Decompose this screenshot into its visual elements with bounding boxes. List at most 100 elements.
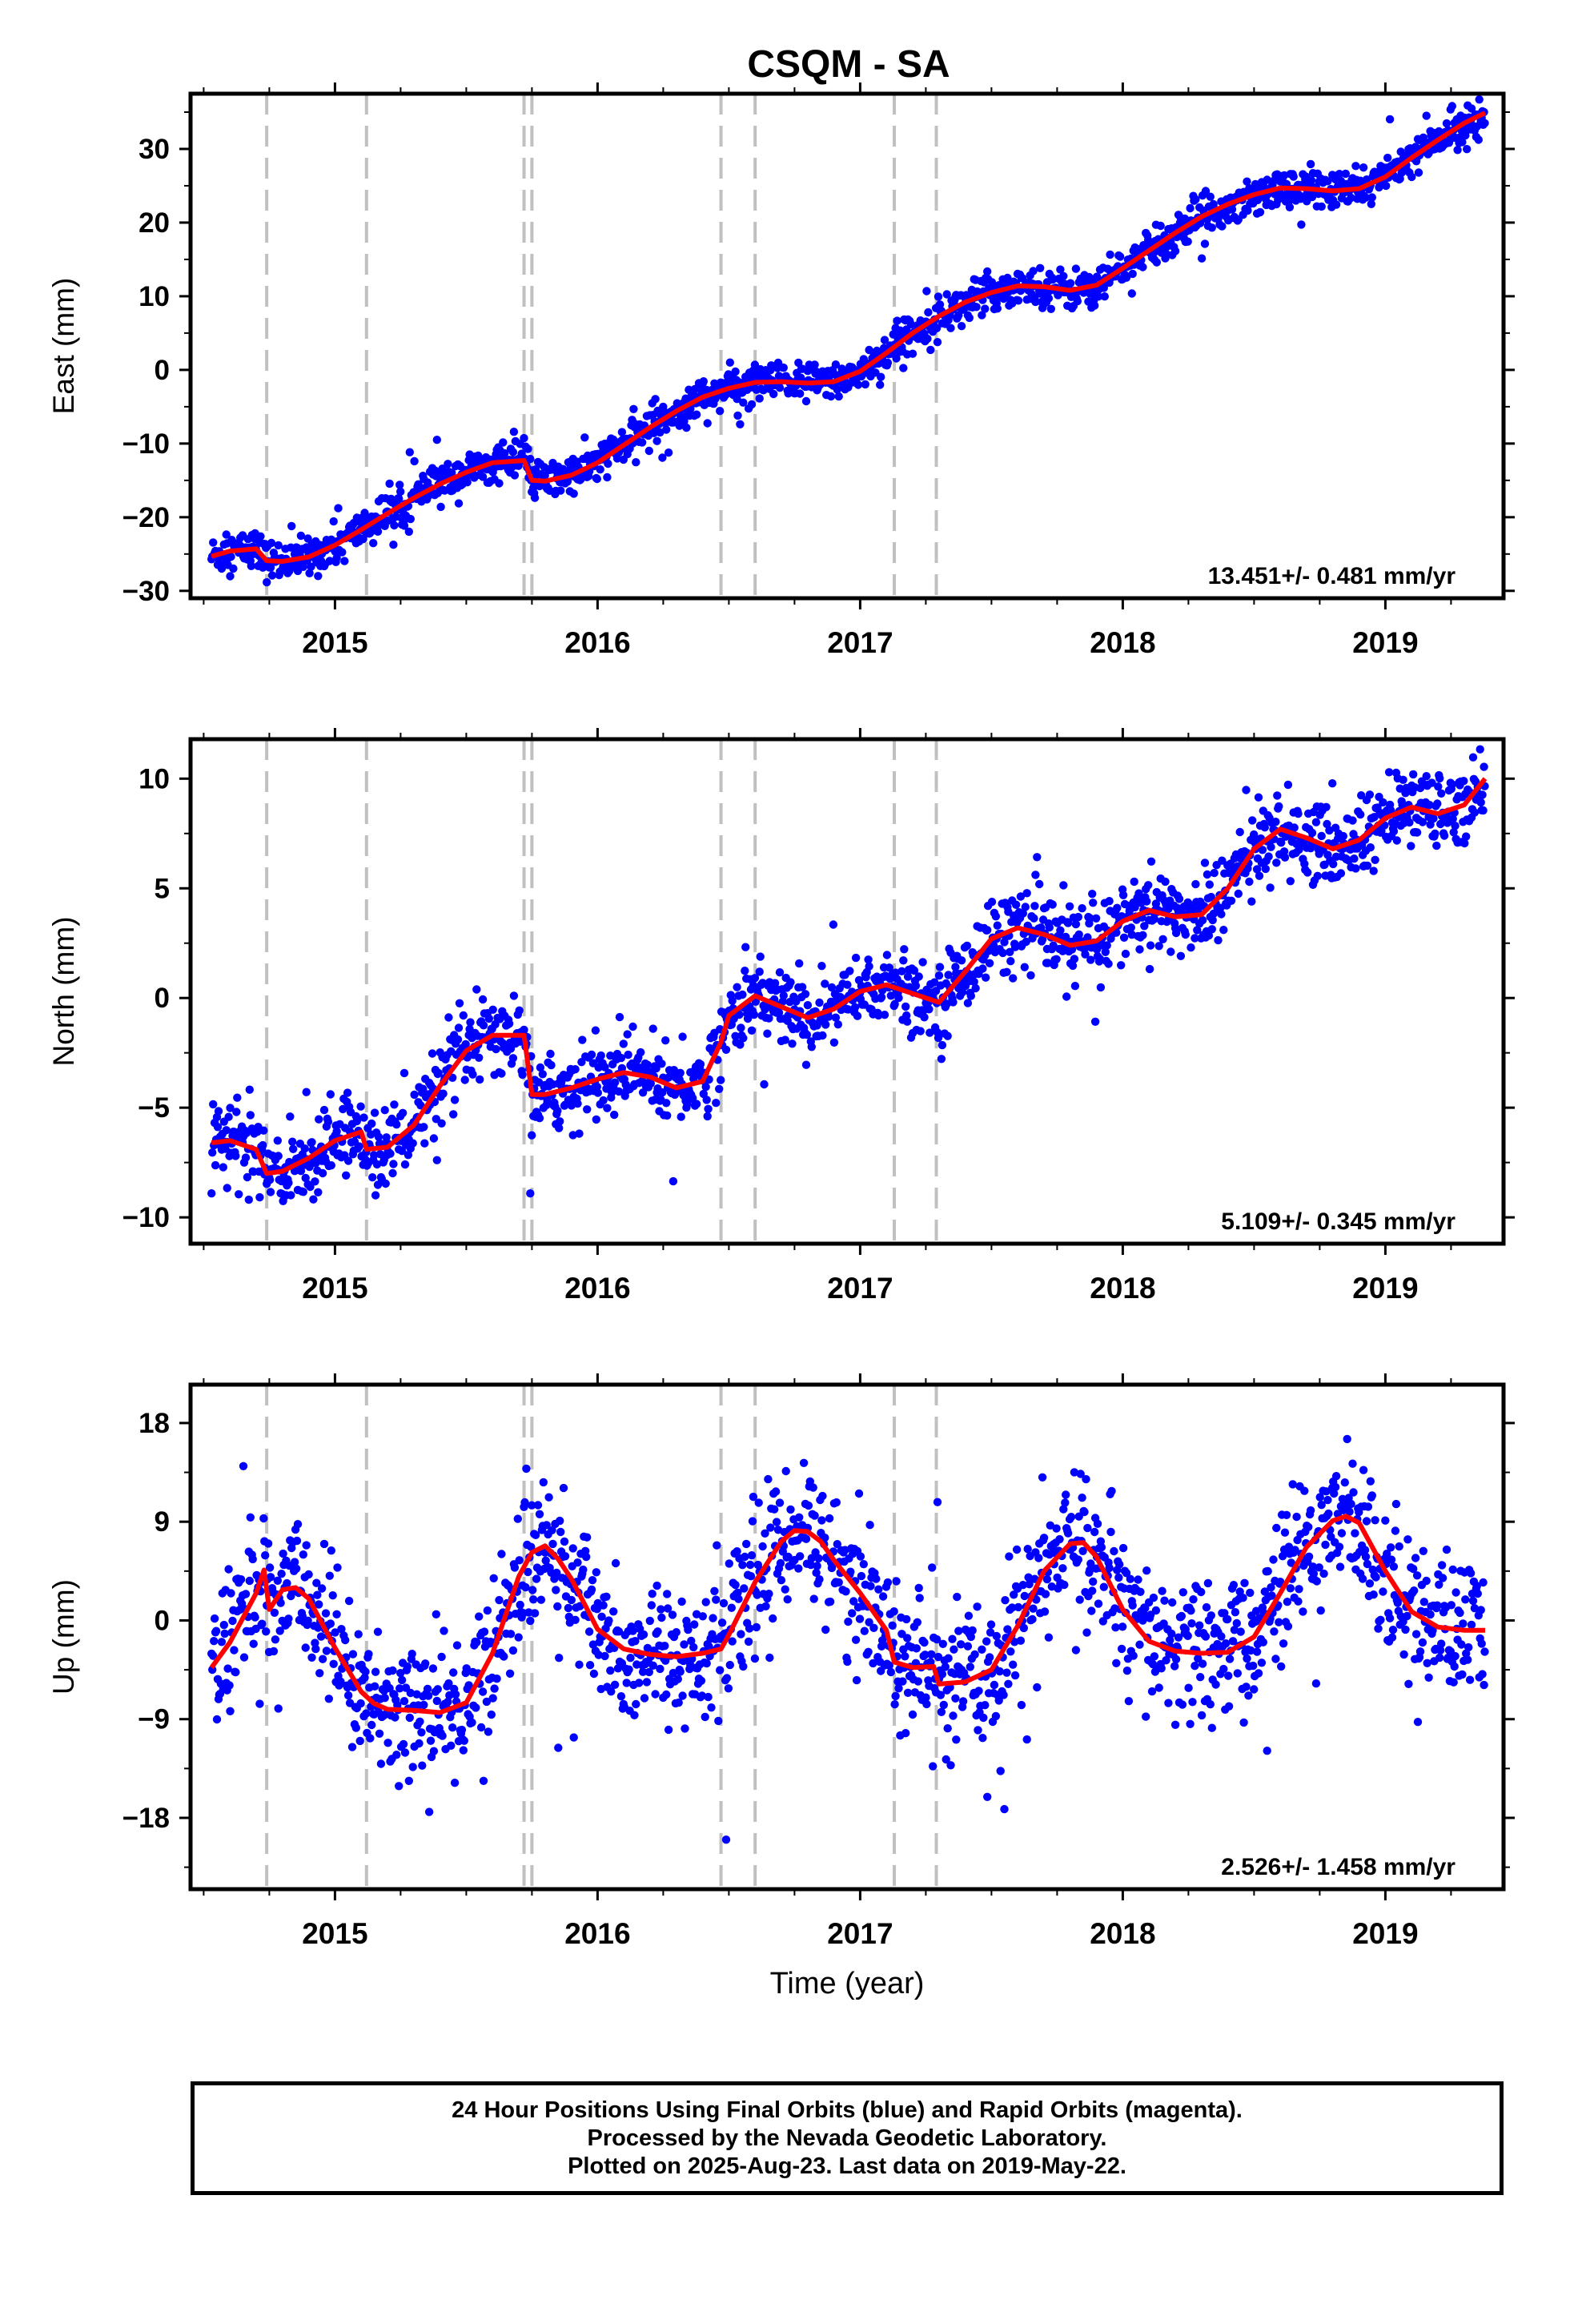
data-point — [1004, 1679, 1013, 1688]
data-point — [979, 1713, 988, 1723]
data-point — [263, 1539, 273, 1548]
data-point — [246, 1513, 255, 1522]
data-point — [764, 1474, 773, 1484]
y-tick-label: 10 — [139, 281, 170, 312]
data-point — [1142, 897, 1151, 906]
data-point — [382, 1133, 391, 1142]
data-point — [821, 1625, 830, 1634]
data-point — [662, 1690, 671, 1699]
data-point — [657, 1613, 666, 1622]
data-point — [1389, 826, 1399, 836]
data-point — [1358, 1574, 1367, 1583]
data-point — [815, 998, 824, 1007]
data-point — [472, 985, 481, 994]
data-point — [647, 1601, 656, 1610]
data-point — [327, 1161, 335, 1170]
data-point — [1295, 1585, 1303, 1594]
data-point — [883, 358, 893, 368]
data-point — [408, 1763, 417, 1771]
data-point — [591, 1026, 600, 1035]
data-point — [583, 1533, 592, 1542]
data-point — [1263, 1747, 1271, 1755]
data-point — [968, 1626, 977, 1635]
data-point — [249, 1639, 258, 1648]
data-point — [213, 1123, 223, 1132]
data-point — [1036, 263, 1045, 272]
data-point — [307, 1138, 316, 1147]
data-point — [1019, 1623, 1029, 1633]
data-point — [1009, 1660, 1018, 1669]
data-point — [547, 1060, 556, 1070]
data-point — [899, 956, 908, 965]
data-point — [274, 1152, 283, 1160]
data-point — [284, 1614, 293, 1623]
data-point — [786, 978, 795, 987]
data-point — [985, 959, 994, 968]
data-point — [589, 1669, 599, 1679]
data-point — [356, 1102, 365, 1111]
data-point — [951, 1694, 960, 1703]
data-point — [248, 1554, 257, 1564]
data-point — [1062, 1490, 1070, 1499]
data-point — [987, 278, 997, 287]
data-point — [1328, 779, 1337, 788]
data-point — [1196, 1673, 1205, 1682]
data-point — [1066, 1513, 1076, 1522]
data-point — [645, 1616, 654, 1626]
data-point — [1317, 831, 1326, 841]
data-point — [388, 1666, 397, 1675]
data-point — [419, 1084, 428, 1093]
data-point — [1087, 1606, 1096, 1615]
data-point — [1188, 1698, 1197, 1707]
data-point — [1379, 1587, 1387, 1596]
data-point — [855, 1614, 865, 1623]
data-point — [1029, 267, 1038, 275]
data-point — [775, 968, 785, 977]
data-point — [796, 1552, 805, 1561]
data-point — [898, 1677, 907, 1686]
data-point — [1149, 1593, 1158, 1602]
data-point — [629, 404, 638, 413]
data-point — [587, 1585, 596, 1594]
data-point — [1110, 1546, 1118, 1556]
data-point — [400, 1748, 410, 1757]
data-point — [1365, 790, 1375, 799]
data-point — [826, 392, 836, 401]
data-point — [370, 1151, 379, 1160]
data-point — [306, 1182, 315, 1192]
data-point — [370, 1682, 379, 1691]
data-point — [991, 912, 1001, 921]
data-point — [1356, 810, 1365, 819]
data-point — [400, 521, 409, 530]
data-point — [1164, 1699, 1173, 1707]
data-point — [448, 1723, 457, 1732]
data-point — [1002, 967, 1011, 977]
data-point — [1347, 193, 1355, 203]
data-point — [663, 1590, 672, 1598]
data-point — [990, 1680, 999, 1690]
data-point — [824, 1012, 833, 1021]
data-point — [582, 1552, 591, 1562]
data-point — [957, 1640, 966, 1649]
data-point — [1135, 945, 1144, 954]
data-point — [1202, 1602, 1211, 1612]
data-point — [1071, 919, 1081, 929]
data-point — [769, 389, 778, 399]
data-point — [383, 1739, 392, 1747]
data-point — [851, 953, 861, 963]
data-point — [399, 1739, 408, 1749]
data-point — [564, 1603, 573, 1613]
data-point — [737, 1023, 745, 1032]
data-point — [1191, 1662, 1199, 1671]
data-point — [489, 1574, 498, 1583]
data-point — [949, 998, 958, 1007]
data-point — [1269, 1555, 1278, 1564]
data-point — [1307, 192, 1317, 202]
data-point — [429, 1747, 439, 1755]
data-point — [463, 478, 472, 487]
data-point — [1433, 799, 1442, 808]
data-point — [528, 1586, 537, 1594]
data-point — [920, 1638, 929, 1647]
data-point — [628, 1022, 637, 1031]
data-point — [736, 420, 745, 428]
